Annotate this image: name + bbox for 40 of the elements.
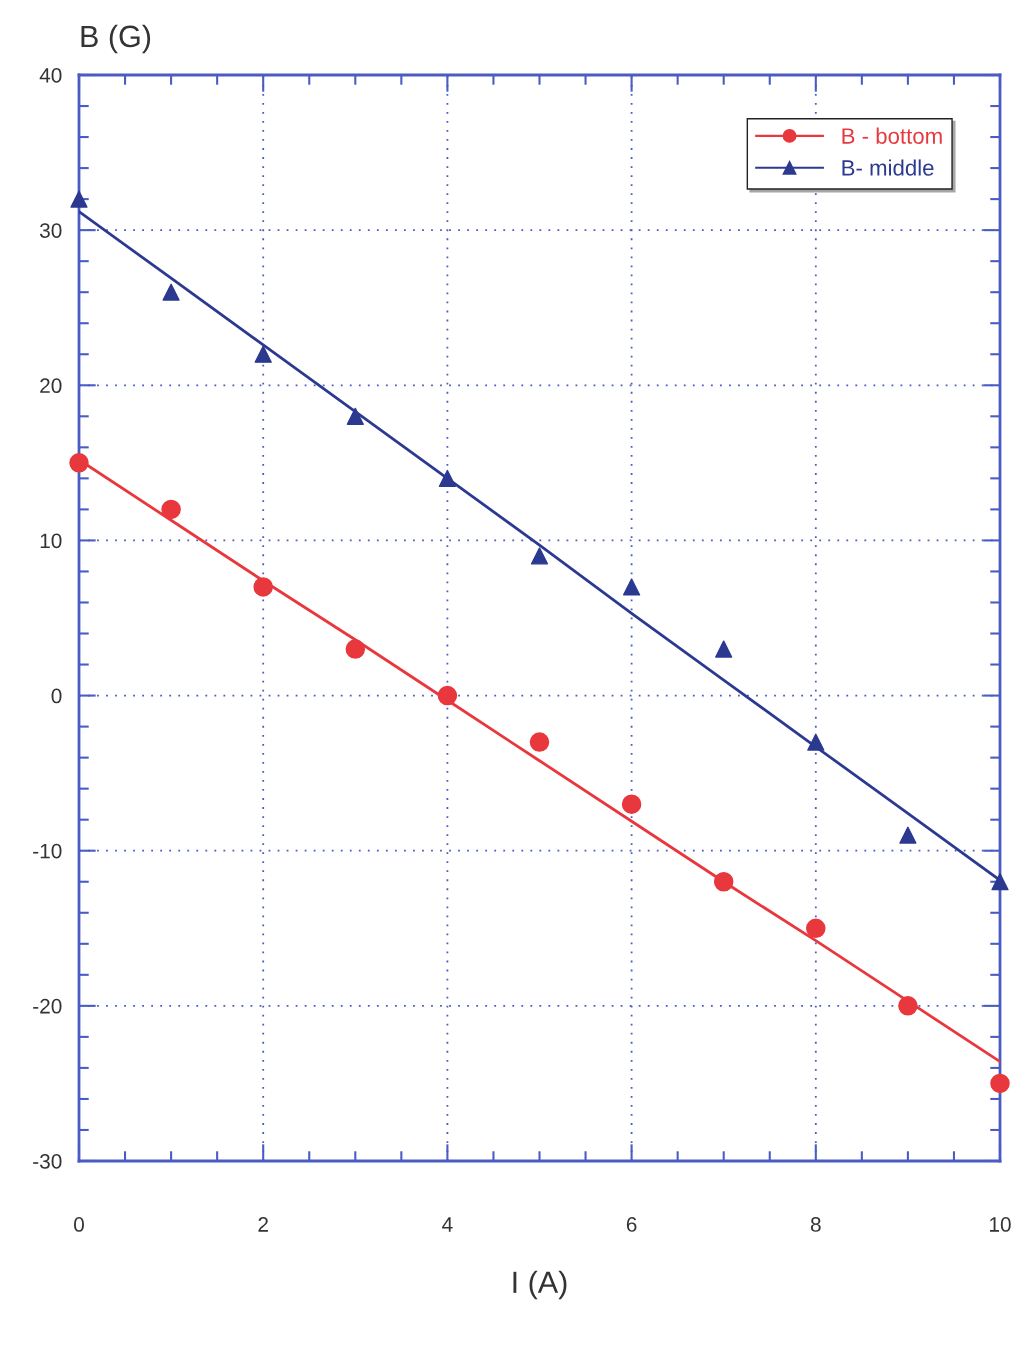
x-tick-label: 0 — [74, 1217, 84, 1232]
point — [162, 283, 180, 301]
y-axis-title: B (G) — [81, 24, 151, 54]
point — [806, 918, 826, 939]
point — [438, 469, 457, 487]
legend-label: B- middle — [842, 159, 934, 176]
point — [530, 547, 549, 565]
point — [254, 345, 272, 363]
point — [898, 996, 918, 1016]
point — [253, 577, 273, 597]
point — [715, 640, 733, 658]
point — [161, 499, 181, 520]
y-tick-label: -30 — [33, 1154, 62, 1169]
y-tick-label: 40 — [39, 68, 62, 83]
x-tick-label: 2 — [258, 1217, 268, 1232]
y-tick-label: -10 — [33, 843, 62, 859]
point — [713, 871, 734, 892]
point — [70, 190, 88, 208]
y-tick-label: 20 — [40, 378, 62, 394]
x-tick-label: 6 — [626, 1217, 637, 1232]
x-tick-label: 10 — [990, 1217, 1011, 1232]
point — [807, 733, 825, 751]
point — [622, 578, 641, 596]
point — [529, 732, 550, 752]
legend-label: B - bottom — [842, 127, 942, 144]
point — [345, 639, 366, 659]
y-tick-label: -20 — [33, 998, 62, 1014]
point — [899, 826, 917, 844]
point — [991, 873, 1009, 891]
point — [990, 1073, 1010, 1094]
x-tick-label: 8 — [810, 1217, 821, 1232]
y-tick-label: 30 — [39, 223, 62, 238]
x-tick-label: 4 — [442, 1217, 453, 1232]
point — [437, 685, 458, 706]
y-tick-label: 10 — [40, 533, 62, 549]
x-axis-title: I (A) — [513, 1270, 567, 1300]
point — [69, 453, 89, 473]
y-tick-label: 0 — [51, 688, 62, 704]
point — [346, 407, 364, 425]
point — [621, 794, 642, 814]
